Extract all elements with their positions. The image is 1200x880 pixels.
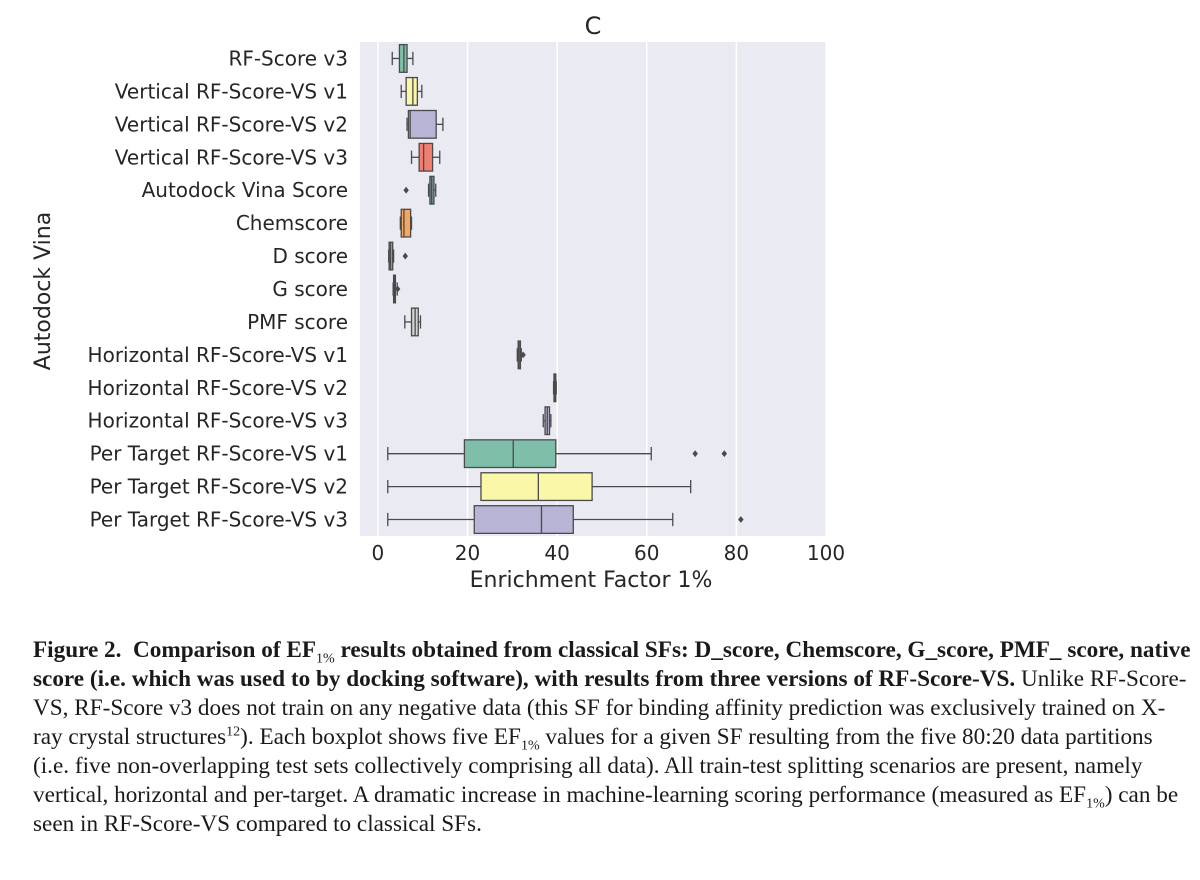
caption-text-d: ) can be seen in RF-Score-VS compared to… xyxy=(33,782,1179,837)
category-label: Chemscore xyxy=(236,211,348,235)
figure-chart: RF-Score v3 Vertical RF-Score-VS v1 Vertic… xyxy=(31,12,846,593)
box-iqr xyxy=(463,439,557,469)
box-iqr xyxy=(473,505,574,535)
box-10 xyxy=(516,340,526,370)
box-3 xyxy=(406,109,444,139)
box-5 xyxy=(403,175,437,205)
box-14 xyxy=(387,472,692,502)
box-13 xyxy=(387,439,728,469)
category-label: Vertical RF-Score-VS v2 xyxy=(115,112,348,136)
y-axis-label: Autodock Vina xyxy=(31,212,56,370)
category-label: Per Target RF-Score-VS v3 xyxy=(90,508,348,532)
plot-title: C xyxy=(585,12,602,40)
box-11 xyxy=(552,373,557,403)
x-tick-label: 60 xyxy=(634,541,659,565)
caption-figure-label: Figure 2. xyxy=(33,637,122,663)
category-label: G score xyxy=(272,277,348,301)
box-9 xyxy=(404,307,422,337)
box-1 xyxy=(391,43,414,73)
box-2 xyxy=(400,76,423,106)
caption-reference: 12 xyxy=(226,724,241,740)
outlier-point xyxy=(692,450,698,458)
x-axis-label: Enrichment Factor 1% xyxy=(470,568,713,593)
boxplot-svg: RF-Score v3 Vertical RF-Score-VS v1 Vertic… xyxy=(31,12,846,593)
box-4 xyxy=(410,142,441,172)
caption-text-a: Unlike RF-Score-VS, RF-Score v3 does not… xyxy=(33,666,1187,750)
box-iqr xyxy=(400,208,412,238)
outlier-point xyxy=(394,285,401,293)
category-label: D score xyxy=(273,244,349,268)
category-label: Horizontal RF-Score-VS v2 xyxy=(88,376,348,400)
x-tick-label: 40 xyxy=(544,541,569,565)
box-8 xyxy=(392,274,401,304)
box-12 xyxy=(542,406,552,436)
category-labels: RF-Score v3 Vertical RF-Score-VS v1 Vertic… xyxy=(88,46,348,531)
category-label: Horizontal RF-Score-VS v3 xyxy=(88,409,348,433)
caption-text-b: ). Each boxplot shows five EF xyxy=(240,724,521,750)
outlier-point xyxy=(738,516,744,523)
category-label: RF-Score v3 xyxy=(228,46,348,70)
x-tick-label: 80 xyxy=(724,541,749,565)
x-tick-labels: 0 20 40 60 80 100 xyxy=(372,541,846,565)
grid-lines xyxy=(377,42,827,536)
category-label: Vertical RF-Score-VS v3 xyxy=(115,145,348,169)
caption-subscript: 1% xyxy=(1086,796,1105,812)
x-tick-label: 0 xyxy=(372,541,385,565)
x-tick-label: 20 xyxy=(455,541,480,565)
outlier-point xyxy=(520,351,526,359)
box-iqr xyxy=(407,109,437,139)
box-iqr xyxy=(418,142,434,172)
boxes-layer xyxy=(387,43,744,535)
category-label: Per Target RF-Score-VS v1 xyxy=(90,442,348,466)
category-label: Autodock Vina Score xyxy=(142,178,348,202)
outlier-point xyxy=(721,450,728,458)
category-label: Vertical RF-Score-VS v1 xyxy=(115,79,348,103)
outlier-point xyxy=(402,252,408,260)
caption-subscript: 1% xyxy=(520,738,540,754)
figure-caption: Figure 2. Comparison of EF1% results obt… xyxy=(33,636,1193,839)
box-iqr xyxy=(398,43,408,73)
box-15 xyxy=(387,505,744,535)
box-6 xyxy=(399,208,413,238)
caption-text-c: values for a given SF resulting from the… xyxy=(33,724,1153,808)
category-label: Per Target RF-Score-VS v2 xyxy=(90,475,348,499)
category-label: PMF score xyxy=(247,310,348,334)
box-iqr xyxy=(405,76,419,106)
box-7 xyxy=(388,241,408,271)
caption-bold-b: results obtained from classical SFs: D_s… xyxy=(33,637,1191,692)
caption-bold-a: Comparison of EF xyxy=(133,637,316,663)
x-tick-label: 100 xyxy=(807,541,845,565)
caption-subscript: 1% xyxy=(315,651,335,667)
box-iqr xyxy=(480,472,593,502)
outlier-point xyxy=(403,186,409,194)
category-label: Horizontal RF-Score-VS v1 xyxy=(88,343,348,367)
